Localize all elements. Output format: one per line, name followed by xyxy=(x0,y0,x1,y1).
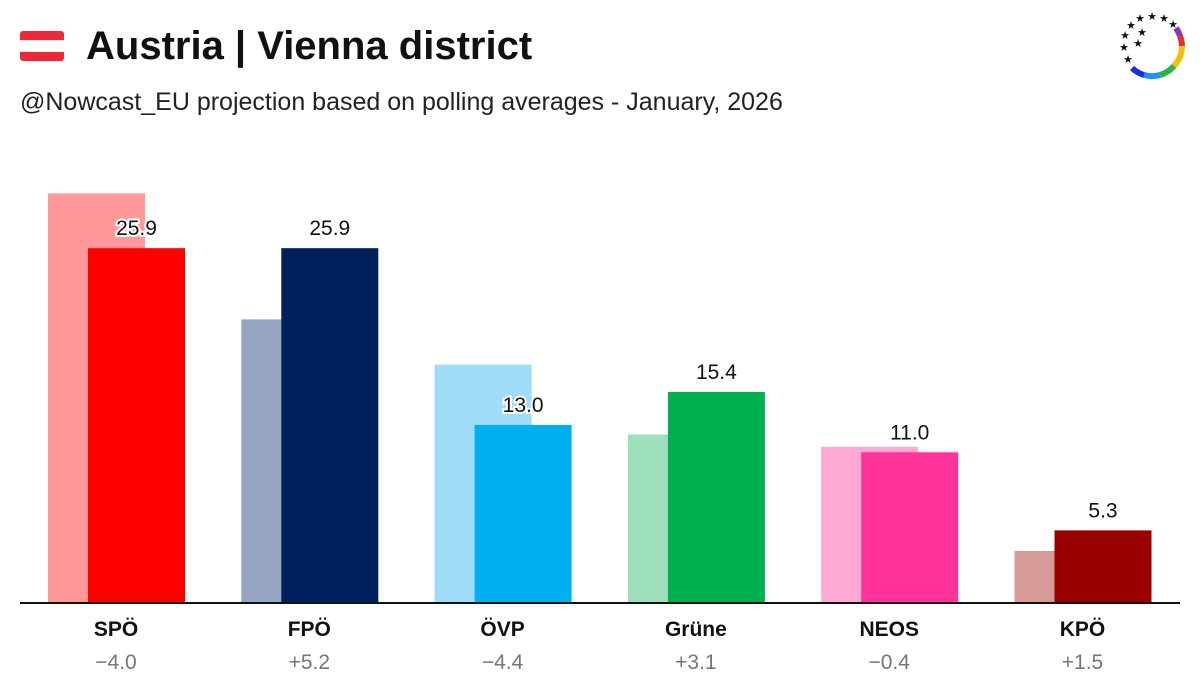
category-label-4: NEOS xyxy=(859,618,919,641)
current-bar-5 xyxy=(1054,530,1152,603)
current-bar-0 xyxy=(88,248,185,604)
change-label-5: +1.5 xyxy=(1062,651,1103,674)
svg-text:★: ★ xyxy=(1120,29,1130,42)
change-label-1: +5.2 xyxy=(289,651,330,674)
value-label-4: 11.0 xyxy=(890,421,929,444)
header: Austria | Vienna district xyxy=(20,18,532,74)
category-label-0: SPÖ xyxy=(94,618,138,641)
value-label-5: 5.3 xyxy=(1088,499,1117,522)
austria-flag-icon xyxy=(20,31,64,61)
value-label-1: 25.9 xyxy=(309,217,350,240)
change-label-0: −4.0 xyxy=(95,651,136,674)
svg-text:★: ★ xyxy=(1133,37,1143,50)
svg-text:★: ★ xyxy=(1135,12,1145,25)
svg-text:★: ★ xyxy=(1159,12,1169,25)
value-label-3: 15.4 xyxy=(696,361,737,384)
change-label-4: −0.4 xyxy=(868,651,910,674)
svg-text:★: ★ xyxy=(1147,10,1157,23)
europe-elects-logo-icon: ★ ★★ ★★★ ★★★ ★ xyxy=(1119,10,1185,80)
current-bar-3 xyxy=(667,392,765,603)
change-label-2: −4.4 xyxy=(482,651,524,674)
current-bar-4 xyxy=(861,452,959,603)
change-label-3: +3.1 xyxy=(675,651,716,674)
value-label-2: 13.0 xyxy=(503,394,544,417)
chart-subtitle: @Nowcast_EU projection based on polling … xyxy=(20,88,783,116)
svg-text:★: ★ xyxy=(1119,41,1129,54)
category-label-3: Grüne xyxy=(665,618,727,641)
svg-text:★: ★ xyxy=(1126,19,1136,32)
svg-text:★: ★ xyxy=(1137,26,1147,39)
current-bar-2 xyxy=(474,424,572,603)
category-label-2: ÖVP xyxy=(480,618,524,641)
category-label-5: KPÖ xyxy=(1060,618,1106,641)
current-bar-1 xyxy=(281,248,379,604)
svg-text:★: ★ xyxy=(1168,18,1178,31)
svg-text:★: ★ xyxy=(1123,53,1133,66)
chart-title: Austria | Vienna district xyxy=(86,23,533,68)
category-label-1: FPÖ xyxy=(288,618,331,641)
value-label-0: 25.9 xyxy=(116,217,157,240)
